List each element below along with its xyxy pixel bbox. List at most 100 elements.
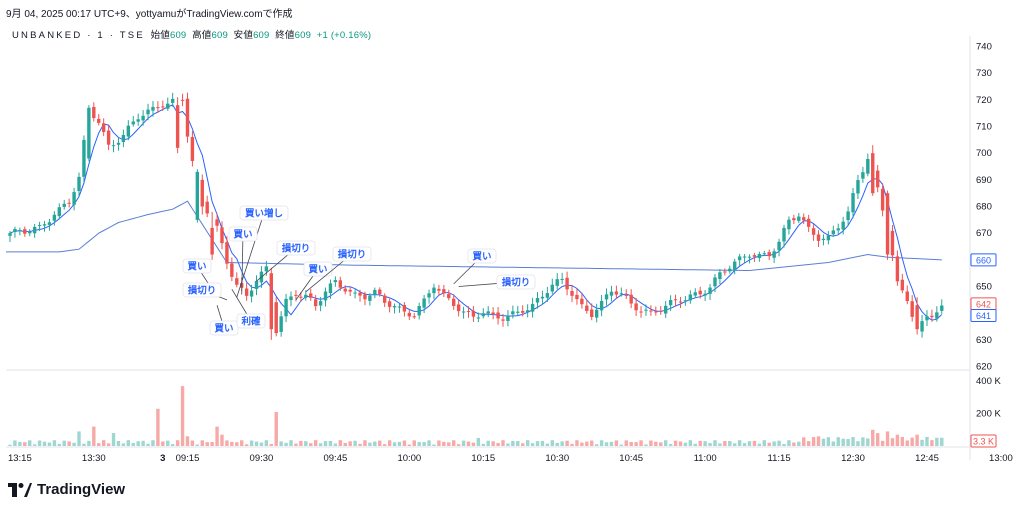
candle-body xyxy=(673,299,678,301)
candle-body xyxy=(412,316,416,318)
annotation-label: 買い xyxy=(214,324,233,335)
candle-body xyxy=(466,311,471,313)
tradingview-logo[interactable]: TradingView xyxy=(8,481,125,498)
candle-body xyxy=(654,311,658,313)
candle-body xyxy=(264,266,269,272)
price-badges: 660 642 641 3.3 K xyxy=(970,253,997,448)
high-label: 高値 xyxy=(192,30,212,41)
candle-body xyxy=(506,315,510,321)
candle-body xyxy=(821,238,826,240)
time-tick-label: 3 xyxy=(160,453,165,464)
volume-bar xyxy=(604,442,609,446)
volume-bar xyxy=(792,442,796,446)
candle-body xyxy=(831,230,836,235)
candle-body xyxy=(447,294,451,299)
annotation-box xyxy=(236,313,266,329)
time-tick-label: 10:45 xyxy=(619,453,643,464)
candle-body xyxy=(915,305,919,330)
candle-body xyxy=(52,214,57,221)
symbol-name[interactable]: UNBANKED · 1 · TSE xyxy=(12,30,145,41)
volume-bar xyxy=(747,441,752,446)
candle-body xyxy=(486,311,490,314)
candle-body xyxy=(57,207,61,217)
candle-body xyxy=(535,298,540,303)
candle-body xyxy=(580,298,584,305)
candle-body xyxy=(82,139,86,177)
annotation-box xyxy=(276,240,316,256)
candle-body xyxy=(166,103,170,109)
candle-body xyxy=(205,201,209,214)
brand-name: TradingView xyxy=(37,481,126,498)
candle-body xyxy=(846,211,850,221)
candle-body xyxy=(284,298,288,317)
volume-bar xyxy=(806,441,811,446)
candle-body xyxy=(62,203,66,207)
candle-body xyxy=(170,98,175,103)
volume-bar xyxy=(274,412,278,446)
price-tick-label: 650 xyxy=(976,282,992,293)
volume-bar xyxy=(535,441,540,446)
candle-body xyxy=(560,278,564,280)
volume-bar xyxy=(343,442,347,446)
candle-body xyxy=(67,202,71,204)
volume-bar xyxy=(585,441,589,446)
volume-bar xyxy=(47,442,52,446)
candle-body xyxy=(156,107,160,109)
candle-body xyxy=(343,288,347,292)
volume-bar xyxy=(42,441,47,446)
candle-body xyxy=(747,256,752,258)
volume-bar xyxy=(284,442,288,446)
annotation-label: 買い xyxy=(472,252,491,263)
close-label: 終値 xyxy=(275,30,295,41)
volume-bar xyxy=(225,440,229,446)
time-tick-label: 10:00 xyxy=(397,453,421,464)
annotation-box xyxy=(228,226,258,242)
volume-bar xyxy=(175,440,180,446)
volume-bar xyxy=(279,441,283,446)
time-tick-label: 10:15 xyxy=(471,453,495,464)
volume-bar xyxy=(235,442,239,446)
annotation-box xyxy=(182,282,222,298)
volume-bar xyxy=(624,440,628,446)
volume-bar xyxy=(378,440,382,446)
volume-bar xyxy=(333,443,338,446)
volume-bar xyxy=(826,437,831,446)
candle-body xyxy=(190,137,195,162)
candle-body xyxy=(757,253,762,259)
candle-body xyxy=(871,153,875,194)
candle-body xyxy=(787,219,791,230)
volume-bar xyxy=(875,433,880,446)
volume-bar xyxy=(935,437,939,446)
candle-body xyxy=(101,123,106,132)
candle-body xyxy=(299,296,303,298)
candle-body xyxy=(378,289,382,295)
time-tick-label: 09:30 xyxy=(250,453,274,464)
candle-body xyxy=(126,125,131,137)
volume-bar xyxy=(797,441,801,446)
candle-body xyxy=(649,310,653,312)
candle-body xyxy=(565,277,569,290)
annotation-box xyxy=(467,248,497,264)
volume-bar xyxy=(101,440,106,446)
volume-bar xyxy=(111,433,116,446)
low-label: 安値 xyxy=(233,30,254,41)
volume-bar xyxy=(230,441,234,446)
candle-body xyxy=(718,272,722,280)
volume-bar xyxy=(782,444,786,446)
volume-bar xyxy=(910,437,914,446)
volume-bar xyxy=(634,442,638,446)
candle-body xyxy=(792,218,796,221)
candle-body xyxy=(511,311,515,315)
volume-bar xyxy=(447,442,451,446)
volume-bar xyxy=(713,440,717,446)
volume-bar xyxy=(530,443,535,446)
value-badge-label: 642 xyxy=(976,299,991,309)
volume-bar xyxy=(728,441,732,446)
candle-body xyxy=(668,300,673,306)
volume-bar xyxy=(294,443,298,446)
volume-bar xyxy=(141,440,145,446)
candle-body xyxy=(397,306,402,308)
value-badge-label: 660 xyxy=(976,255,991,265)
volume-bar xyxy=(432,444,436,446)
